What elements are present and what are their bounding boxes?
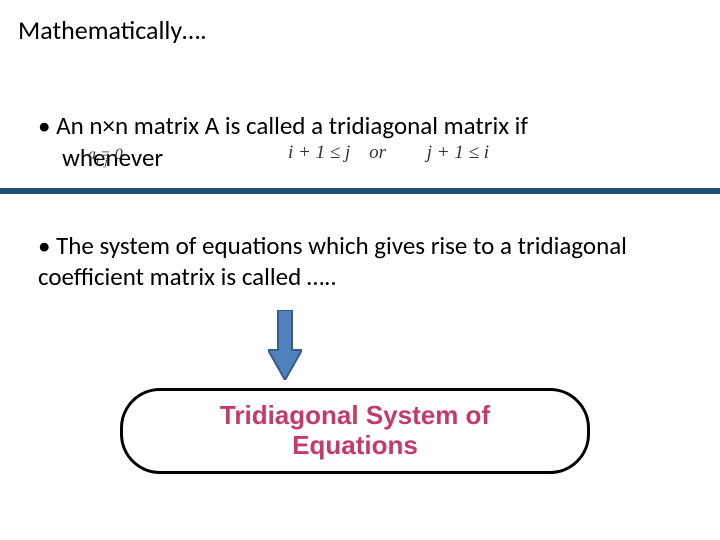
equation-aij-zero: a = 0 i, j bbox=[88, 146, 123, 164]
divider-rule bbox=[0, 188, 720, 194]
equation-condition-or: or bbox=[369, 142, 386, 163]
slide-heading: Mathematically…. bbox=[18, 14, 207, 46]
callout-line-2: Equations bbox=[292, 430, 418, 460]
equation-condition-left: i + 1 ≤ j bbox=[288, 142, 350, 163]
down-arrow-icon bbox=[268, 310, 302, 380]
equation-condition-right: j + 1 ≤ i bbox=[427, 142, 489, 163]
callout-line-1: Tridiagonal System of bbox=[220, 400, 490, 430]
equation-condition: i + 1 ≤ j or j + 1 ≤ i bbox=[288, 142, 489, 164]
callout-box: Tridiagonal System of Equations bbox=[120, 388, 590, 474]
bullet-2: • The system of equations which gives ri… bbox=[38, 230, 680, 293]
bullet-1-line-1: • An n×n matrix A is called a tridiagona… bbox=[38, 110, 690, 141]
callout-text: Tridiagonal System of Equations bbox=[220, 401, 490, 461]
equation-aij-subscript: i, j bbox=[96, 156, 108, 168]
